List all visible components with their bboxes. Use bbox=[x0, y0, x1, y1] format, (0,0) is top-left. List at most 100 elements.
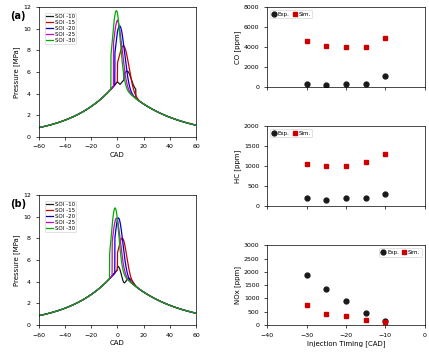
Exp. bbox=[323, 198, 329, 202]
SOI -25 bbox=[36, 126, 41, 130]
Legend: Exp., Sim.: Exp., Sim. bbox=[270, 10, 312, 18]
Line: SOI -15: SOI -15 bbox=[39, 238, 196, 316]
SOI -10 bbox=[44, 124, 49, 128]
Sim. bbox=[343, 164, 348, 168]
Sim. bbox=[363, 45, 368, 49]
Exp. bbox=[304, 272, 309, 277]
Exp. bbox=[323, 287, 329, 291]
SOI -15 bbox=[121, 44, 126, 48]
SOI -30 bbox=[160, 112, 165, 116]
Line: SOI -20: SOI -20 bbox=[39, 218, 196, 316]
SOI -15 bbox=[36, 313, 41, 318]
SOI -10 bbox=[189, 122, 194, 126]
SOI -15 bbox=[189, 122, 194, 126]
SOI -25 bbox=[113, 218, 118, 223]
SOI -30 bbox=[113, 11, 118, 16]
SOI -10 bbox=[189, 310, 194, 315]
Line: SOI -10: SOI -10 bbox=[39, 266, 196, 316]
Exp. bbox=[383, 192, 388, 196]
Y-axis label: Pressure [MPa]: Pressure [MPa] bbox=[14, 46, 20, 98]
SOI -20 bbox=[109, 87, 114, 91]
Line: Sim.: Sim. bbox=[304, 303, 388, 325]
X-axis label: CAD: CAD bbox=[110, 340, 125, 346]
SOI -20 bbox=[44, 312, 49, 316]
SOI -30 bbox=[160, 300, 165, 305]
SOI -30 bbox=[36, 126, 41, 130]
Line: SOI -25: SOI -25 bbox=[39, 20, 196, 128]
SOI -30 bbox=[189, 122, 194, 126]
SOI -10 bbox=[113, 270, 118, 275]
Exp. bbox=[343, 299, 348, 303]
SOI -20 bbox=[189, 122, 194, 126]
SOI -20 bbox=[117, 24, 122, 28]
Legend: SOI -10, SOI -15, SOI -20, SOI -25, SOI -30: SOI -10, SOI -15, SOI -20, SOI -25, SOI … bbox=[45, 12, 76, 44]
Line: SOI -30: SOI -30 bbox=[39, 11, 196, 128]
Text: (a): (a) bbox=[10, 11, 26, 21]
SOI -25 bbox=[114, 216, 119, 220]
SOI -15 bbox=[113, 82, 118, 86]
SOI -10 bbox=[189, 310, 194, 314]
SOI -25 bbox=[193, 123, 199, 127]
SOI -20 bbox=[36, 126, 41, 130]
Y-axis label: HC [ppm]: HC [ppm] bbox=[234, 149, 241, 183]
SOI -30 bbox=[109, 236, 114, 240]
SOI -15 bbox=[109, 87, 114, 91]
Y-axis label: NOx [ppm]: NOx [ppm] bbox=[234, 266, 241, 304]
SOI -20 bbox=[160, 300, 165, 305]
SOI -20 bbox=[193, 311, 199, 316]
SOI -15 bbox=[44, 312, 49, 316]
SOI -15 bbox=[36, 126, 41, 130]
SOI -30 bbox=[44, 124, 49, 128]
SOI -20 bbox=[116, 216, 121, 220]
Sim. bbox=[383, 152, 388, 156]
Line: SOI -25: SOI -25 bbox=[39, 218, 196, 316]
SOI -15 bbox=[120, 236, 125, 240]
SOI -25 bbox=[160, 112, 165, 116]
SOI -30 bbox=[189, 122, 194, 126]
Sim. bbox=[304, 303, 309, 307]
Sim. bbox=[323, 44, 329, 49]
Exp. bbox=[363, 196, 368, 200]
SOI -20 bbox=[113, 48, 118, 52]
SOI -20 bbox=[113, 233, 118, 237]
SOI -30 bbox=[189, 310, 194, 314]
Sim. bbox=[343, 313, 348, 318]
SOI -10 bbox=[36, 126, 41, 130]
Y-axis label: Pressure [MPa]: Pressure [MPa] bbox=[14, 234, 20, 286]
SOI -30 bbox=[44, 312, 49, 316]
SOI -25 bbox=[115, 18, 120, 22]
Exp. bbox=[343, 196, 348, 200]
SOI -25 bbox=[109, 275, 114, 279]
SOI -30 bbox=[109, 52, 114, 56]
Exp. bbox=[323, 83, 329, 87]
SOI -15 bbox=[189, 310, 194, 315]
Exp. bbox=[383, 74, 388, 78]
SOI -25 bbox=[113, 27, 118, 31]
SOI -25 bbox=[44, 124, 49, 128]
SOI -10 bbox=[36, 313, 41, 318]
Y-axis label: CO [ppm]: CO [ppm] bbox=[234, 30, 241, 64]
SOI -25 bbox=[109, 87, 114, 91]
SOI -15 bbox=[160, 112, 165, 116]
Sim. bbox=[343, 45, 348, 49]
SOI -10 bbox=[193, 311, 199, 316]
SOI -25 bbox=[189, 310, 194, 315]
Line: SOI -30: SOI -30 bbox=[39, 208, 196, 316]
X-axis label: CAD: CAD bbox=[110, 152, 125, 158]
Sim. bbox=[363, 160, 368, 164]
SOI -25 bbox=[160, 300, 165, 305]
SOI -10 bbox=[193, 123, 199, 127]
SOI -25 bbox=[44, 312, 49, 316]
Legend: Exp., Sim.: Exp., Sim. bbox=[270, 129, 312, 137]
Exp. bbox=[304, 81, 309, 86]
SOI -25 bbox=[189, 122, 194, 126]
SOI -10 bbox=[115, 264, 120, 268]
Exp. bbox=[363, 311, 368, 315]
SOI -20 bbox=[189, 122, 194, 126]
Exp. bbox=[383, 319, 388, 323]
Sim. bbox=[323, 312, 329, 316]
SOI -10 bbox=[160, 112, 165, 116]
Exp. bbox=[304, 196, 309, 200]
Exp. bbox=[343, 82, 348, 86]
SOI -10 bbox=[160, 300, 165, 305]
